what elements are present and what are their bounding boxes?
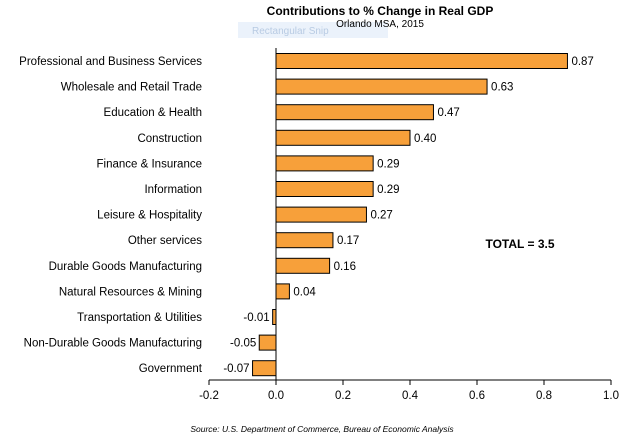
category-label: Information xyxy=(144,184,202,196)
category-label: Construction xyxy=(137,133,202,145)
x-tick-label: 1.0 xyxy=(603,390,619,402)
value-label: 0.29 xyxy=(377,158,399,170)
x-tick-label: 0.2 xyxy=(335,390,351,402)
category-label: Non-Durable Goods Manufacturing xyxy=(24,338,202,350)
source-note: Source: U.S. Department of Commerce, Bur… xyxy=(190,424,454,434)
value-label: 0.63 xyxy=(491,82,513,94)
value-label: 0.87 xyxy=(571,56,593,68)
category-label: Professional and Business Services xyxy=(19,56,202,68)
bar xyxy=(275,129,411,146)
category-label: Durable Goods Manufacturing xyxy=(49,261,202,273)
bar xyxy=(258,334,277,351)
bar xyxy=(275,232,334,249)
bar xyxy=(275,206,367,223)
bars-group xyxy=(252,53,568,377)
category-label: Education & Health xyxy=(104,107,202,119)
x-axis-ticks: -0.2 0.0 0.2 0.4 0.6 0.8 1.0 xyxy=(199,380,619,402)
snip-overlay: Rectangular Snip xyxy=(238,22,388,38)
value-label: 0.47 xyxy=(437,107,459,119)
bar xyxy=(252,360,277,377)
category-label: Leisure & Hospitality xyxy=(97,210,202,222)
value-label: 0.16 xyxy=(334,261,356,273)
value-label: 0.17 xyxy=(337,235,359,247)
category-label: Other services xyxy=(128,235,202,247)
category-label: Government xyxy=(139,363,203,375)
x-tick-label: 0.6 xyxy=(469,390,485,402)
x-tick-label: 0.4 xyxy=(402,390,419,402)
value-label: 0.04 xyxy=(293,286,316,298)
value-label: 0.27 xyxy=(370,210,392,222)
value-label: -0.01 xyxy=(243,312,269,324)
bar xyxy=(275,283,290,300)
chart-subtitle: Orlando MSA, 2015 xyxy=(336,19,424,30)
category-label: Finance & Insurance xyxy=(97,158,202,170)
bar xyxy=(275,257,331,274)
bar xyxy=(275,104,434,121)
category-label: Transportation & Utilities xyxy=(77,312,202,324)
category-labels: Professional and Business Services Wholes… xyxy=(19,56,203,375)
value-label: 0.29 xyxy=(377,184,399,196)
value-labels: 0.87 0.63 0.47 0.40 0.29 0.29 0.27 0.17 0.16 0.04… xyxy=(223,56,594,375)
bar xyxy=(275,155,374,172)
bar xyxy=(275,53,568,69)
category-label: Wholesale and Retail Trade xyxy=(61,82,202,94)
value-label: 0.40 xyxy=(414,133,436,145)
x-tick-label: 0.0 xyxy=(268,390,284,402)
x-tick-label: 0.8 xyxy=(536,390,552,402)
bar xyxy=(275,181,374,197)
bar xyxy=(275,78,488,95)
x-tick-label: -0.2 xyxy=(199,390,219,402)
category-label: Natural Resources & Mining xyxy=(59,286,202,298)
total-annotation: TOTAL = 3.5 xyxy=(485,237,554,251)
snip-overlay-box xyxy=(238,22,388,38)
chart-title: Contributions to % Change in Real GDP xyxy=(267,4,494,18)
snip-overlay-label: Rectangular Snip xyxy=(252,26,329,37)
bar xyxy=(272,309,277,325)
value-label: -0.05 xyxy=(230,338,256,350)
value-label: -0.07 xyxy=(223,363,249,375)
